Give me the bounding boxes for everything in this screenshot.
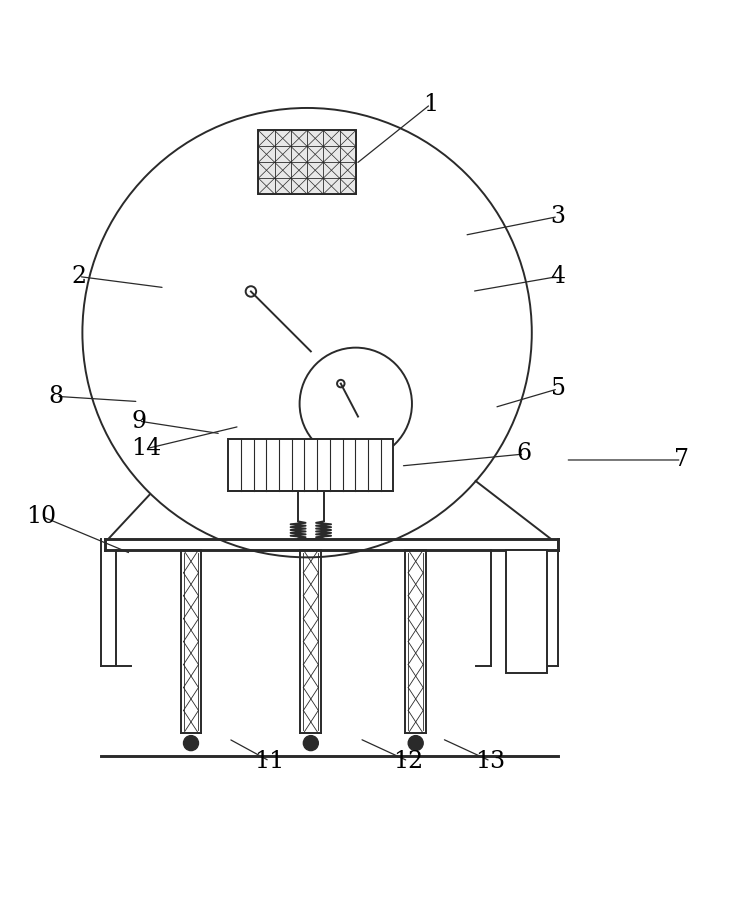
Text: 9: 9 xyxy=(131,410,146,433)
Bar xyxy=(228,439,393,491)
Text: 11: 11 xyxy=(255,749,285,773)
Circle shape xyxy=(303,736,318,750)
Text: 13: 13 xyxy=(476,749,506,773)
Text: 6: 6 xyxy=(517,443,532,465)
Text: 8: 8 xyxy=(49,385,64,408)
Bar xyxy=(506,550,547,673)
Text: 1: 1 xyxy=(423,92,438,116)
Text: 3: 3 xyxy=(551,205,565,228)
Circle shape xyxy=(184,736,198,750)
Text: 5: 5 xyxy=(551,377,565,400)
Circle shape xyxy=(408,736,423,750)
Bar xyxy=(258,130,356,194)
Text: 4: 4 xyxy=(551,265,565,288)
Text: 10: 10 xyxy=(26,505,56,528)
Text: 7: 7 xyxy=(674,449,689,472)
Text: 2: 2 xyxy=(71,265,86,288)
Text: 12: 12 xyxy=(393,749,423,773)
Text: 14: 14 xyxy=(131,437,161,461)
